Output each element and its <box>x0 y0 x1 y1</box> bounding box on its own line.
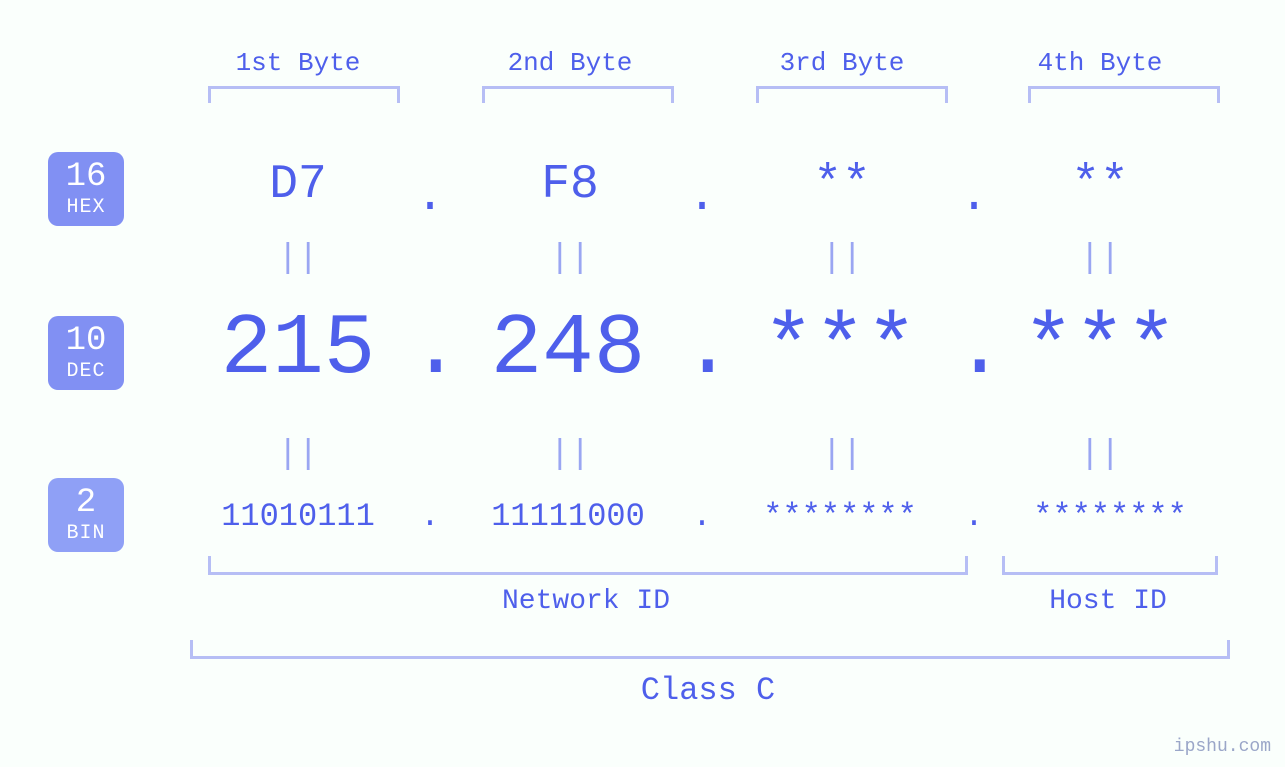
badge-base: 2 <box>48 486 124 520</box>
badge-base: 10 <box>48 324 124 358</box>
top-bracket <box>756 86 948 103</box>
bottom-bracket-network <box>208 556 968 575</box>
dec-byte-3: *** <box>710 300 970 398</box>
hex-byte-1: D7 <box>198 158 398 212</box>
dec-byte-2: 248 <box>438 300 698 398</box>
watermark: ipshu.com <box>1174 737 1271 757</box>
equals-glyph: || <box>198 436 398 474</box>
byte-header-4: 4th Byte <box>1000 48 1200 78</box>
hex-byte-2: F8 <box>470 158 670 212</box>
bottom-bracket-class <box>190 640 1230 659</box>
badge-hex: 16 HEX <box>48 152 124 226</box>
badge-bin: 2 BIN <box>48 478 124 552</box>
badge-label: HEX <box>48 198 124 218</box>
network-id-label: Network ID <box>486 586 686 617</box>
top-bracket <box>1028 86 1220 103</box>
hex-byte-3: ** <box>742 158 942 212</box>
bin-byte-4: ******** <box>980 498 1240 535</box>
class-label: Class C <box>608 672 808 709</box>
equals-glyph: || <box>742 240 942 278</box>
equals-glyph: || <box>1000 436 1200 474</box>
equals-glyph: || <box>742 436 942 474</box>
bin-byte-1: 11010111 <box>168 498 428 535</box>
top-bracket <box>482 86 674 103</box>
bottom-bracket-host <box>1002 556 1218 575</box>
dec-byte-4: *** <box>970 300 1230 398</box>
byte-header-3: 3rd Byte <box>742 48 942 78</box>
top-bracket <box>208 86 400 103</box>
equals-glyph: || <box>470 436 670 474</box>
badge-label: DEC <box>48 362 124 382</box>
bin-byte-2: 11111000 <box>438 498 698 535</box>
bin-byte-3: ******** <box>710 498 970 535</box>
badge-label: BIN <box>48 524 124 544</box>
hex-sep: . <box>954 170 994 224</box>
badge-base: 16 <box>48 160 124 194</box>
hex-sep: . <box>682 170 722 224</box>
byte-header-1: 1st Byte <box>198 48 398 78</box>
byte-header-2: 2nd Byte <box>470 48 670 78</box>
hex-byte-4: ** <box>1000 158 1200 212</box>
dec-byte-1: 215 <box>168 300 428 398</box>
equals-glyph: || <box>1000 240 1200 278</box>
host-id-label: Host ID <box>1028 586 1188 617</box>
badge-dec: 10 DEC <box>48 316 124 390</box>
equals-glyph: || <box>470 240 670 278</box>
hex-sep: . <box>410 170 450 224</box>
equals-glyph: || <box>198 240 398 278</box>
